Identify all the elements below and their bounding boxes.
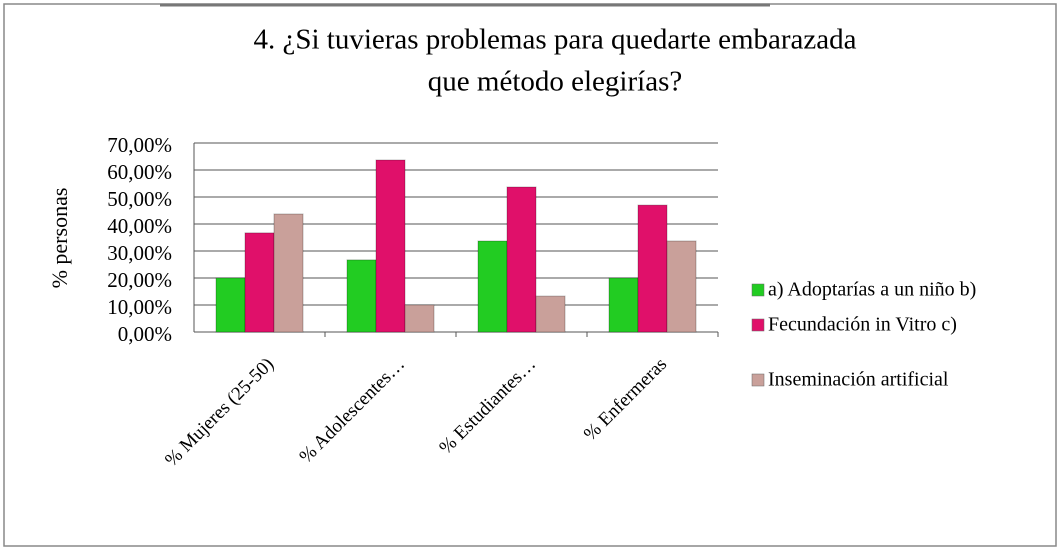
y-tick-label: 10,00% [107, 295, 172, 319]
legend-swatch [751, 318, 765, 332]
chart-title: que método elegirías? [428, 66, 682, 98]
bar [346, 259, 377, 333]
y-tick-label: 40,00% [107, 214, 172, 238]
bar [637, 204, 668, 333]
bar [608, 277, 639, 333]
legend-swatch [751, 373, 765, 387]
bar [273, 213, 304, 333]
bar [404, 304, 435, 333]
y-tick-label: 70,00% [107, 133, 172, 157]
bar [477, 240, 508, 333]
legend-label: Fecundación in Vitro c) [768, 314, 957, 336]
bar [244, 232, 275, 333]
bar [215, 277, 246, 333]
y-tick-label: 20,00% [107, 268, 172, 292]
chart-title: 4. ¿Si tuvieras problemas para quedarte … [253, 24, 856, 56]
y-tick-label: 30,00% [107, 241, 172, 265]
bar [506, 186, 537, 333]
y-tick-label: 60,00% [107, 160, 172, 184]
legend-label: Inseminación artificial [768, 369, 949, 391]
bar [375, 159, 406, 333]
y-tick-label: 50,00% [107, 187, 172, 211]
y-axis-label: % personas [47, 188, 72, 289]
bar [666, 240, 697, 333]
bar [535, 295, 566, 333]
y-tick-label: 0,00% [118, 322, 172, 346]
legend-label: a) Adoptarías a un niño b) [768, 279, 976, 301]
legend-swatch [751, 283, 765, 297]
